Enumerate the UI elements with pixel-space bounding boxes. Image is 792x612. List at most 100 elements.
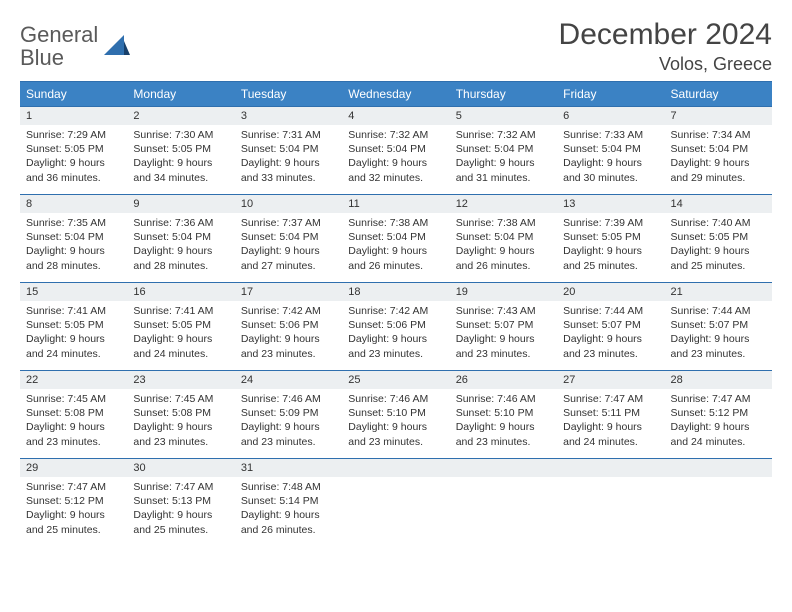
- day-number: 16: [127, 282, 234, 301]
- day-number: 10: [235, 194, 342, 213]
- logo: General Blue: [20, 18, 130, 70]
- day-cell: 5Sunrise: 7:32 AMSunset: 5:04 PMDaylight…: [450, 106, 557, 194]
- day-details: [342, 477, 449, 537]
- day-number: 29: [20, 458, 127, 477]
- day-number: 19: [450, 282, 557, 301]
- day-details: Sunrise: 7:47 AMSunset: 5:12 PMDaylight:…: [665, 389, 772, 455]
- day-number: 3: [235, 106, 342, 125]
- empty-cell: [342, 458, 449, 546]
- day-number: 14: [665, 194, 772, 213]
- day-details: Sunrise: 7:43 AMSunset: 5:07 PMDaylight:…: [450, 301, 557, 367]
- weekday-header: Monday: [127, 82, 234, 106]
- title-block: December 2024 Volos, Greece: [559, 18, 772, 75]
- day-details: Sunrise: 7:37 AMSunset: 5:04 PMDaylight:…: [235, 213, 342, 279]
- weekday-header: Sunday: [20, 82, 127, 106]
- day-number: 25: [342, 370, 449, 389]
- day-details: Sunrise: 7:41 AMSunset: 5:05 PMDaylight:…: [20, 301, 127, 367]
- day-details: Sunrise: 7:47 AMSunset: 5:13 PMDaylight:…: [127, 477, 234, 543]
- logo-text-1: General: [20, 22, 98, 47]
- day-cell: 15Sunrise: 7:41 AMSunset: 5:05 PMDayligh…: [20, 282, 127, 370]
- day-cell: 27Sunrise: 7:47 AMSunset: 5:11 PMDayligh…: [557, 370, 664, 458]
- day-cell: 12Sunrise: 7:38 AMSunset: 5:04 PMDayligh…: [450, 194, 557, 282]
- day-details: Sunrise: 7:46 AMSunset: 5:10 PMDaylight:…: [450, 389, 557, 455]
- day-cell: 22Sunrise: 7:45 AMSunset: 5:08 PMDayligh…: [20, 370, 127, 458]
- calendar-body: 1Sunrise: 7:29 AMSunset: 5:05 PMDaylight…: [20, 106, 772, 546]
- day-cell: 19Sunrise: 7:43 AMSunset: 5:07 PMDayligh…: [450, 282, 557, 370]
- calendar-table: SundayMondayTuesdayWednesdayThursdayFrid…: [20, 82, 772, 546]
- day-cell: 14Sunrise: 7:40 AMSunset: 5:05 PMDayligh…: [665, 194, 772, 282]
- day-details: Sunrise: 7:41 AMSunset: 5:05 PMDaylight:…: [127, 301, 234, 367]
- day-details: Sunrise: 7:48 AMSunset: 5:14 PMDaylight:…: [235, 477, 342, 543]
- empty-cell: [450, 458, 557, 546]
- day-number: [557, 458, 664, 477]
- day-number: 31: [235, 458, 342, 477]
- day-number: 17: [235, 282, 342, 301]
- day-number: 11: [342, 194, 449, 213]
- calendar-row: 22Sunrise: 7:45 AMSunset: 5:08 PMDayligh…: [20, 370, 772, 458]
- day-details: Sunrise: 7:46 AMSunset: 5:09 PMDaylight:…: [235, 389, 342, 455]
- day-cell: 4Sunrise: 7:32 AMSunset: 5:04 PMDaylight…: [342, 106, 449, 194]
- day-cell: 28Sunrise: 7:47 AMSunset: 5:12 PMDayligh…: [665, 370, 772, 458]
- month-title: December 2024: [559, 18, 772, 52]
- day-number: 2: [127, 106, 234, 125]
- day-details: Sunrise: 7:39 AMSunset: 5:05 PMDaylight:…: [557, 213, 664, 279]
- day-cell: 6Sunrise: 7:33 AMSunset: 5:04 PMDaylight…: [557, 106, 664, 194]
- day-number: 27: [557, 370, 664, 389]
- day-cell: 13Sunrise: 7:39 AMSunset: 5:05 PMDayligh…: [557, 194, 664, 282]
- weekday-header: Tuesday: [235, 82, 342, 106]
- calendar-row: 15Sunrise: 7:41 AMSunset: 5:05 PMDayligh…: [20, 282, 772, 370]
- day-number: 12: [450, 194, 557, 213]
- day-cell: 1Sunrise: 7:29 AMSunset: 5:05 PMDaylight…: [20, 106, 127, 194]
- day-number: 15: [20, 282, 127, 301]
- day-details: Sunrise: 7:38 AMSunset: 5:04 PMDaylight:…: [450, 213, 557, 279]
- weekday-header: Friday: [557, 82, 664, 106]
- day-details: Sunrise: 7:44 AMSunset: 5:07 PMDaylight:…: [665, 301, 772, 367]
- day-details: Sunrise: 7:45 AMSunset: 5:08 PMDaylight:…: [127, 389, 234, 455]
- day-number: [665, 458, 772, 477]
- day-cell: 9Sunrise: 7:36 AMSunset: 5:04 PMDaylight…: [127, 194, 234, 282]
- day-number: [342, 458, 449, 477]
- day-details: [450, 477, 557, 537]
- day-details: Sunrise: 7:30 AMSunset: 5:05 PMDaylight:…: [127, 125, 234, 191]
- day-number: 23: [127, 370, 234, 389]
- day-details: Sunrise: 7:36 AMSunset: 5:04 PMDaylight:…: [127, 213, 234, 279]
- day-number: 26: [450, 370, 557, 389]
- location: Volos, Greece: [559, 54, 772, 75]
- empty-cell: [665, 458, 772, 546]
- day-cell: 3Sunrise: 7:31 AMSunset: 5:04 PMDaylight…: [235, 106, 342, 194]
- calendar-row: 1Sunrise: 7:29 AMSunset: 5:05 PMDaylight…: [20, 106, 772, 194]
- calendar-row: 29Sunrise: 7:47 AMSunset: 5:12 PMDayligh…: [20, 458, 772, 546]
- day-number: 28: [665, 370, 772, 389]
- day-details: Sunrise: 7:40 AMSunset: 5:05 PMDaylight:…: [665, 213, 772, 279]
- calendar-head: SundayMondayTuesdayWednesdayThursdayFrid…: [20, 82, 772, 106]
- day-details: Sunrise: 7:32 AMSunset: 5:04 PMDaylight:…: [342, 125, 449, 191]
- day-details: Sunrise: 7:44 AMSunset: 5:07 PMDaylight:…: [557, 301, 664, 367]
- day-number: 24: [235, 370, 342, 389]
- day-number: 9: [127, 194, 234, 213]
- day-cell: 20Sunrise: 7:44 AMSunset: 5:07 PMDayligh…: [557, 282, 664, 370]
- day-details: Sunrise: 7:42 AMSunset: 5:06 PMDaylight:…: [342, 301, 449, 367]
- day-cell: 23Sunrise: 7:45 AMSunset: 5:08 PMDayligh…: [127, 370, 234, 458]
- weekday-header: Saturday: [665, 82, 772, 106]
- day-details: [665, 477, 772, 537]
- day-details: Sunrise: 7:31 AMSunset: 5:04 PMDaylight:…: [235, 125, 342, 191]
- day-cell: 10Sunrise: 7:37 AMSunset: 5:04 PMDayligh…: [235, 194, 342, 282]
- day-cell: 24Sunrise: 7:46 AMSunset: 5:09 PMDayligh…: [235, 370, 342, 458]
- day-cell: 18Sunrise: 7:42 AMSunset: 5:06 PMDayligh…: [342, 282, 449, 370]
- day-number: 7: [665, 106, 772, 125]
- day-details: Sunrise: 7:34 AMSunset: 5:04 PMDaylight:…: [665, 125, 772, 191]
- day-number: 20: [557, 282, 664, 301]
- day-cell: 25Sunrise: 7:46 AMSunset: 5:10 PMDayligh…: [342, 370, 449, 458]
- day-cell: 8Sunrise: 7:35 AMSunset: 5:04 PMDaylight…: [20, 194, 127, 282]
- day-cell: 21Sunrise: 7:44 AMSunset: 5:07 PMDayligh…: [665, 282, 772, 370]
- weekday-header: Wednesday: [342, 82, 449, 106]
- day-cell: 2Sunrise: 7:30 AMSunset: 5:05 PMDaylight…: [127, 106, 234, 194]
- day-number: 30: [127, 458, 234, 477]
- day-number: 1: [20, 106, 127, 125]
- day-number: 18: [342, 282, 449, 301]
- logo-icon: [104, 35, 130, 61]
- day-details: Sunrise: 7:47 AMSunset: 5:11 PMDaylight:…: [557, 389, 664, 455]
- day-number: 5: [450, 106, 557, 125]
- logo-text-2: Blue: [20, 45, 64, 70]
- day-cell: 11Sunrise: 7:38 AMSunset: 5:04 PMDayligh…: [342, 194, 449, 282]
